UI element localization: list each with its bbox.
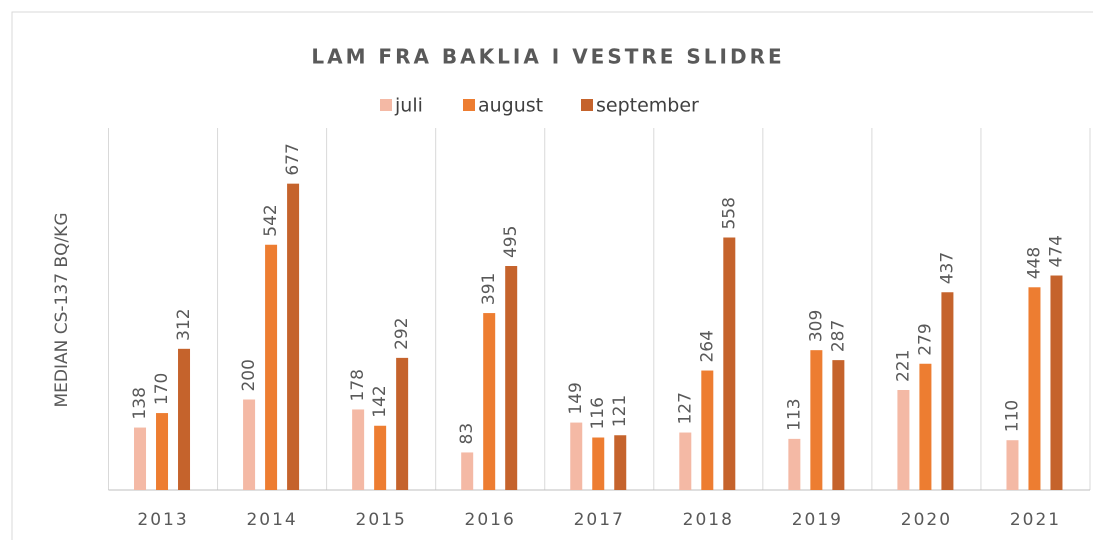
bar: [461, 452, 474, 490]
data-label: 287: [828, 320, 848, 352]
data-label: 170: [152, 373, 172, 405]
chart-frame: [11, 11, 1093, 540]
data-label: 264: [697, 330, 717, 362]
data-label: 221: [893, 350, 913, 382]
legend-swatch: [380, 99, 392, 111]
data-label: 292: [392, 317, 412, 349]
y-axis-label: MEDIAN CS-137 BQ/KG: [52, 212, 72, 407]
chart-title: LAM FRA BAKLIA I VESTRE SLIDRE: [311, 45, 784, 69]
legend-label: august: [478, 95, 543, 117]
data-label: 279: [915, 323, 935, 355]
data-label: 677: [283, 143, 303, 175]
data-label: 113: [784, 398, 804, 430]
bar: [701, 370, 714, 490]
data-label: 116: [588, 397, 608, 429]
data-label: 83: [457, 423, 477, 445]
data-label: 121: [610, 395, 630, 427]
data-label: 437: [937, 252, 957, 284]
x-tick-label: 2015: [356, 510, 407, 530]
data-label: 149: [566, 382, 586, 414]
bar: [941, 292, 954, 490]
data-label: 474: [1046, 235, 1066, 267]
bar: [679, 432, 692, 490]
x-tick-label: 2019: [792, 510, 843, 530]
bar: [396, 357, 409, 490]
x-tick-label: 2016: [465, 510, 516, 530]
data-label: 200: [239, 359, 259, 391]
bar: [265, 244, 278, 490]
bar: [1006, 440, 1019, 490]
data-label: 138: [130, 387, 150, 419]
x-tick-label: 2014: [246, 510, 297, 530]
data-label: 127: [675, 392, 695, 424]
x-tick-label: 2018: [683, 510, 734, 530]
legend-swatch: [581, 99, 593, 111]
x-tick-label: 2021: [1010, 510, 1061, 530]
data-label: 142: [370, 385, 390, 417]
x-tick-label: 2013: [137, 510, 188, 530]
bar: [592, 437, 605, 490]
data-label: 448: [1024, 247, 1044, 279]
x-tick-label: 2020: [901, 510, 952, 530]
bar: [374, 425, 387, 490]
data-label: 110: [1002, 400, 1022, 432]
x-tick-label: 2017: [574, 510, 625, 530]
bar: [483, 313, 496, 490]
bar: [832, 360, 845, 490]
data-label: 178: [348, 369, 368, 401]
bar: [243, 399, 256, 490]
bar: [178, 348, 191, 490]
bar: [352, 409, 365, 490]
data-label: 495: [501, 226, 521, 258]
data-label: 542: [261, 204, 281, 236]
bar: [570, 422, 583, 490]
bar: [156, 413, 169, 490]
legend-label: september: [596, 95, 699, 117]
bar: [810, 350, 823, 490]
bar: [1028, 287, 1041, 490]
bar: [897, 389, 910, 490]
data-label: 391: [479, 273, 499, 305]
bar: [134, 427, 147, 490]
bar: [287, 183, 300, 490]
bar: [505, 266, 518, 490]
data-label: 312: [174, 308, 194, 340]
bar: [614, 435, 627, 490]
data-label: 558: [719, 197, 739, 229]
data-label: 309: [806, 310, 826, 342]
legend-swatch: [463, 99, 475, 111]
bar: [919, 363, 932, 490]
legend-label: juli: [394, 95, 423, 117]
bar: [1050, 275, 1063, 490]
bar: [788, 438, 801, 490]
bar: [723, 237, 736, 490]
